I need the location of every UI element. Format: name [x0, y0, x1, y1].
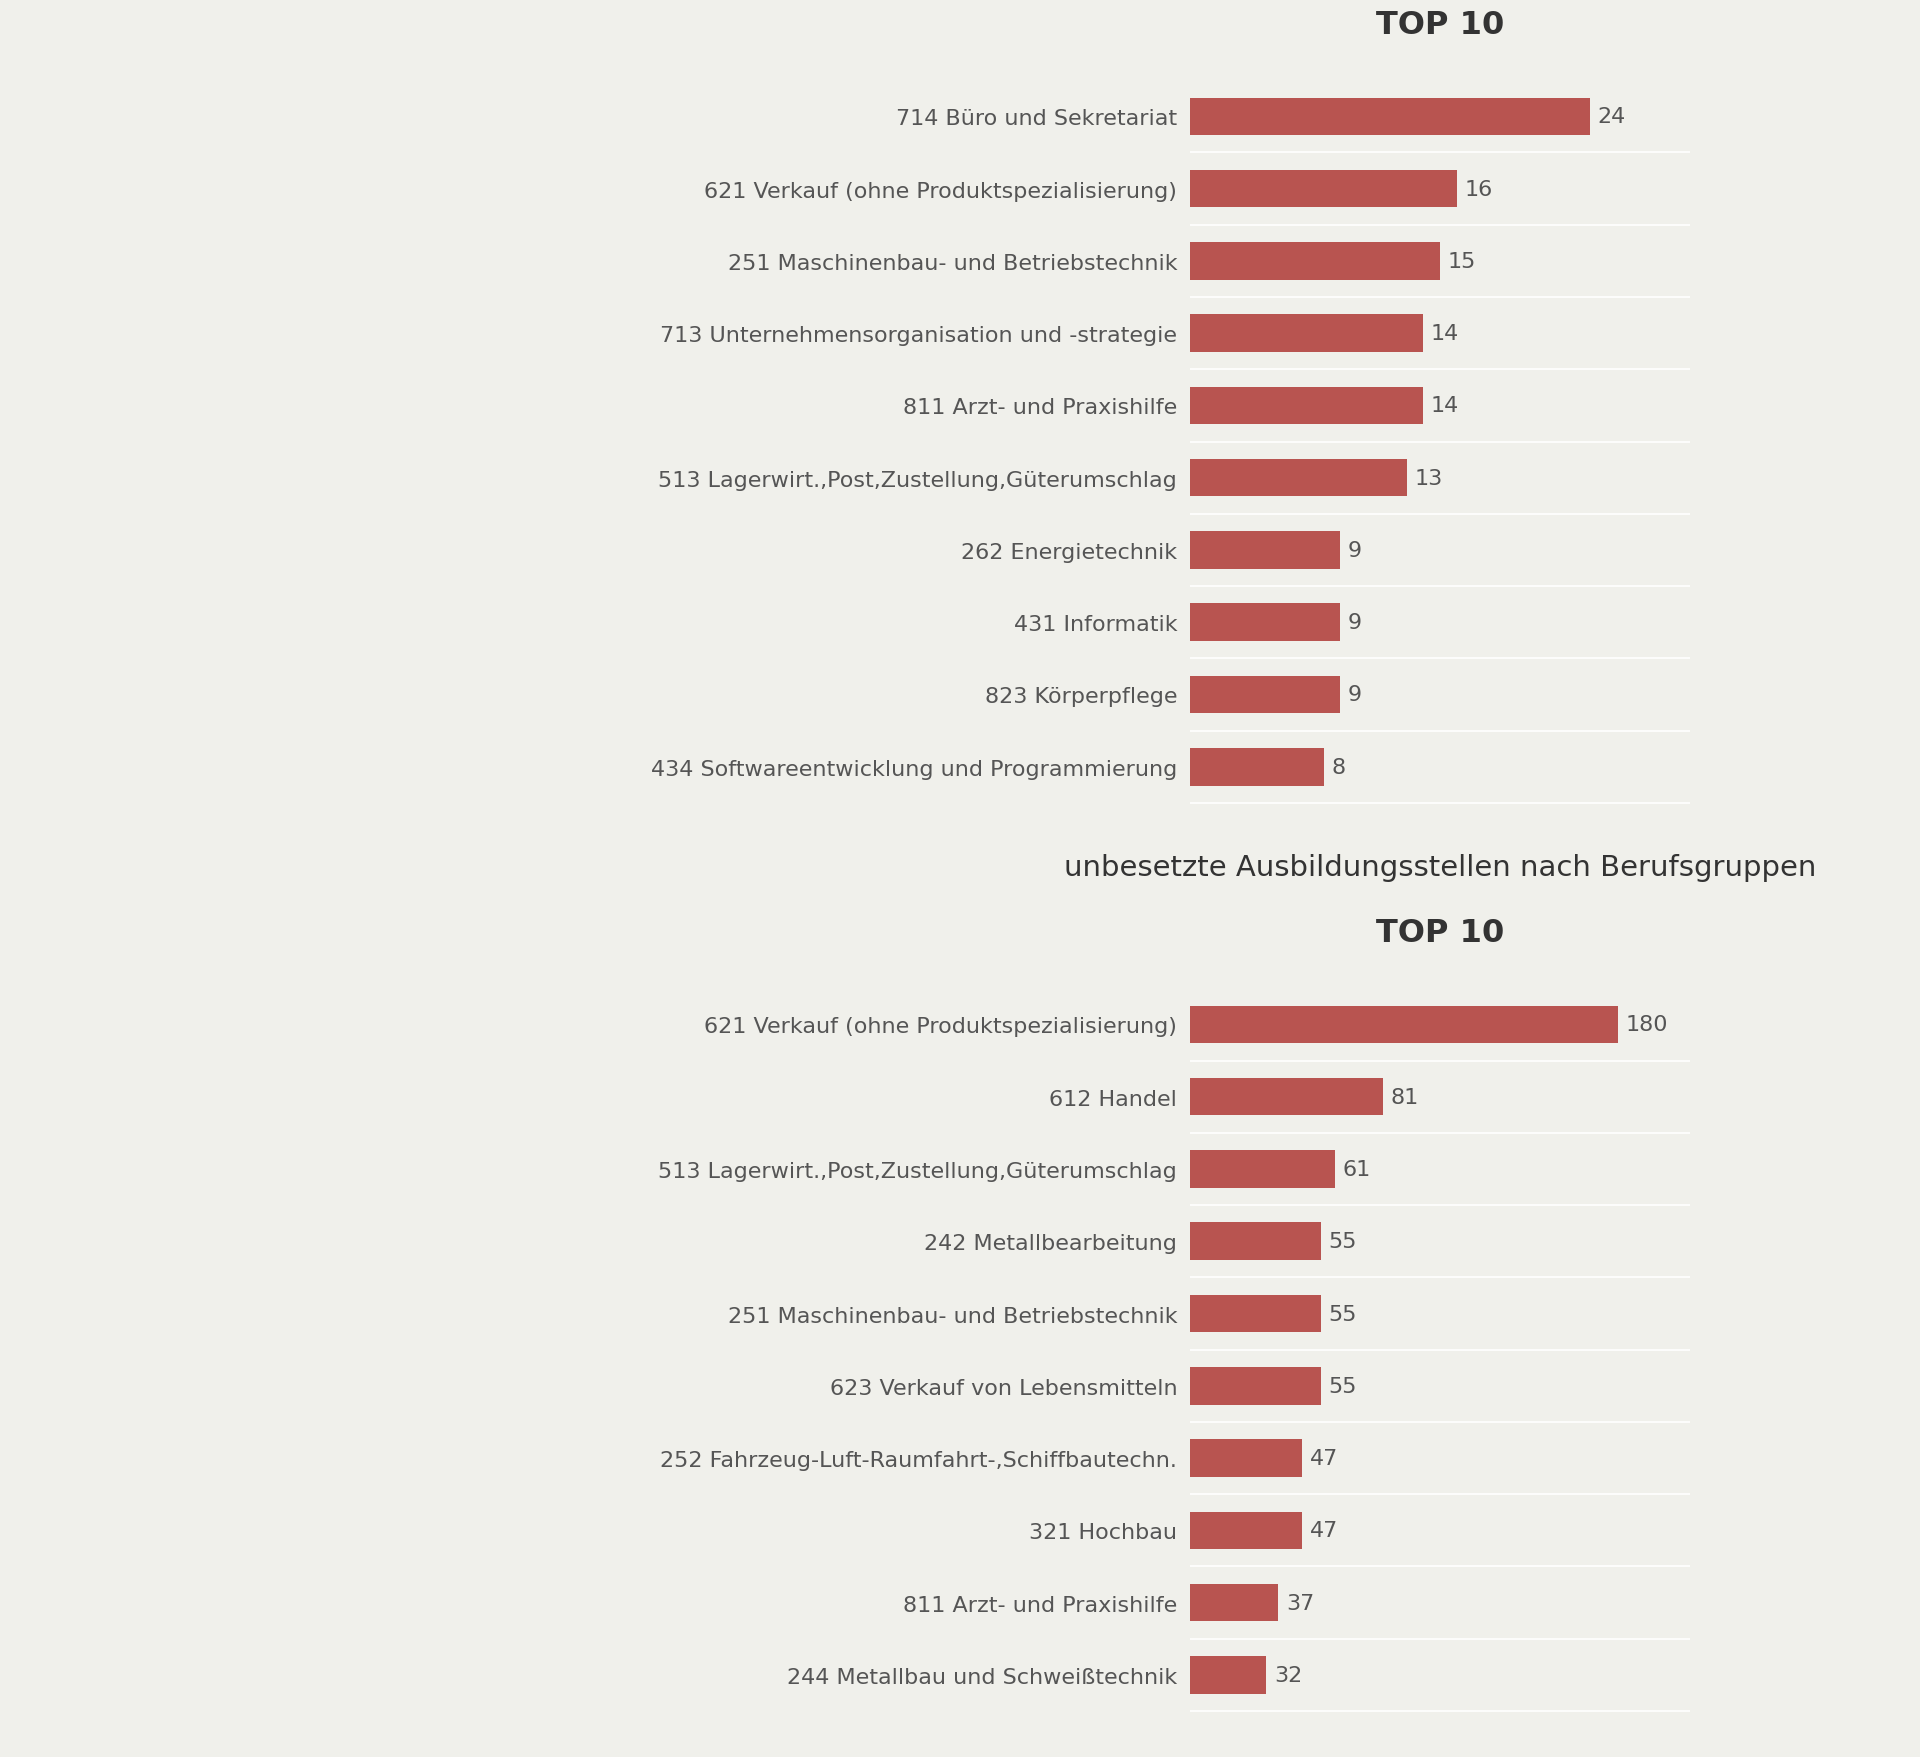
Bar — [1190, 1007, 1619, 1044]
Bar — [1190, 1223, 1321, 1260]
Text: TOP 10: TOP 10 — [1377, 9, 1503, 40]
Text: 55: 55 — [1329, 1376, 1357, 1397]
Bar — [1190, 98, 1590, 135]
Bar — [1190, 1657, 1267, 1694]
Bar — [1190, 387, 1423, 425]
Text: 9: 9 — [1348, 685, 1361, 705]
Text: 61: 61 — [1342, 1160, 1371, 1179]
Text: 55: 55 — [1329, 1232, 1357, 1251]
Text: 13: 13 — [1415, 469, 1442, 488]
Bar — [1190, 1583, 1279, 1622]
Text: 14: 14 — [1430, 323, 1459, 344]
Text: 55: 55 — [1329, 1304, 1357, 1323]
Bar — [1190, 170, 1457, 209]
Bar — [1190, 460, 1407, 497]
Text: 47: 47 — [1309, 1520, 1338, 1541]
Bar — [1190, 315, 1423, 353]
Text: 14: 14 — [1430, 395, 1459, 416]
Bar — [1190, 1151, 1336, 1188]
Text: 47: 47 — [1309, 1448, 1338, 1469]
Text: 15: 15 — [1448, 251, 1476, 272]
Bar — [1190, 242, 1440, 281]
Text: 81: 81 — [1390, 1088, 1419, 1107]
Bar — [1190, 676, 1340, 713]
Text: 8: 8 — [1331, 757, 1346, 777]
Text: 9: 9 — [1348, 541, 1361, 560]
Text: 37: 37 — [1286, 1592, 1313, 1613]
Text: 32: 32 — [1275, 1666, 1302, 1685]
Bar — [1190, 1511, 1302, 1550]
Text: 24: 24 — [1597, 107, 1626, 127]
Bar — [1190, 1367, 1321, 1406]
Bar — [1190, 1439, 1302, 1478]
Text: 9: 9 — [1348, 613, 1361, 633]
Text: 180: 180 — [1626, 1016, 1668, 1035]
Text: 16: 16 — [1465, 179, 1492, 200]
Text: TOP 10: TOP 10 — [1377, 917, 1503, 949]
Bar — [1190, 748, 1323, 785]
Bar — [1190, 604, 1340, 641]
Text: unbesetzte Ausbildungsstellen nach Berufsgruppen: unbesetzte Ausbildungsstellen nach Beruf… — [1064, 854, 1816, 882]
Bar — [1190, 1079, 1382, 1116]
Bar — [1190, 532, 1340, 569]
Bar — [1190, 1295, 1321, 1332]
